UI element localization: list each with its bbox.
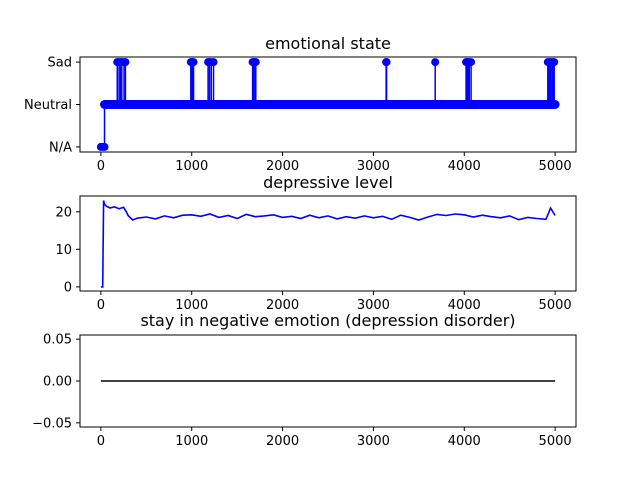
axes-frame [79,334,577,428]
data-point [121,58,130,67]
x-tick-label: 1000 [175,298,208,313]
x-tick-label: 1000 [175,434,208,449]
x-tick-label: 5000 [539,434,572,449]
data-point [467,58,476,67]
x-tick-label: 1000 [175,159,208,174]
data-point [100,142,109,151]
x-tick-label: 3000 [357,159,390,174]
x-tick-label: 0 [97,159,105,174]
x-tick-label: 2000 [266,434,299,449]
x-tick-label: 2000 [266,159,299,174]
plot-area: 0 1000 2000 3000 4000 5000 −0.05 0.00 0.05 [32,333,571,449]
subplot-title: stay in negative emotion (depression dis… [140,311,515,330]
y-tick-label: 20 [55,205,72,220]
y-tick-label: 0.05 [43,333,72,348]
y-tick-label: Sad [48,56,72,71]
x-tick-label: 4000 [448,159,481,174]
subplot-emotional-state: emotional state 0 1000 2000 3000 4000 5000 N/A… [24,34,577,174]
data-point [550,58,559,67]
data-point [189,58,198,67]
y-tick-label: Neutral [24,98,72,113]
x-tick-label: 3000 [357,434,390,449]
data-point [382,58,391,67]
axes-frame [79,195,577,292]
subplot-depressive-level: depressive level 0 1000 2000 3000 4000 5000 0 1… [55,173,577,313]
subplot-title: emotional state [265,34,391,53]
x-tick-label: 4000 [448,298,481,313]
x-tick-label: 5000 [539,159,572,174]
y-tick-label: 0 [64,280,72,295]
plot-area: 0 1000 2000 3000 4000 5000 0 10 20 [55,200,572,313]
y-tick-label: −0.05 [32,416,72,431]
x-tick-label: 2000 [266,298,299,313]
x-tick-label: 4000 [448,434,481,449]
subplot-negative-emotion: stay in negative emotion (depression dis… [32,311,577,449]
x-tick-label: 5000 [539,298,572,313]
y-tick-label: N/A [49,140,72,155]
x-tick-label: 3000 [357,298,390,313]
axes-frame [79,56,577,153]
series-line [100,200,556,288]
x-tick-label: 0 [97,434,105,449]
y-tick-label: 10 [55,243,72,258]
data-point [251,58,260,67]
subplot-title: depressive level [263,173,393,192]
data-point [209,58,218,67]
data-point [431,58,440,67]
x-tick-label: 0 [97,298,105,313]
plot-area: 0 1000 2000 3000 4000 5000 N/A Neutral Sad [24,56,572,174]
y-tick-label: 0.00 [43,375,72,390]
